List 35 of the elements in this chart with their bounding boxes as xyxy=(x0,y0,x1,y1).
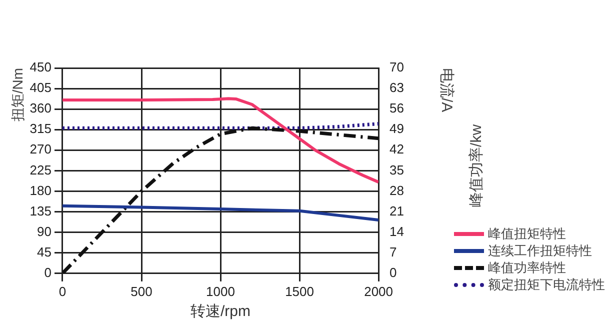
legend-label: 峰值扭矩特性 xyxy=(488,225,566,242)
x-tick-label: 1500 xyxy=(285,284,314,299)
text: 峰值功率/kw xyxy=(468,124,486,207)
y2-tick-label: 7 xyxy=(390,244,397,260)
y2-tick-label: 70 xyxy=(390,60,404,75)
y-tick-label: 315 xyxy=(30,121,52,136)
x-tick-label: 1000 xyxy=(206,284,235,299)
x-tick-label: 500 xyxy=(130,284,152,299)
y2-axis-title: 电流/A xyxy=(438,68,455,112)
y2-tick-label: 63 xyxy=(390,80,404,96)
x-axis-title: 转速/rpm xyxy=(190,303,251,320)
y2-tick-label: 14 xyxy=(390,224,404,239)
y-tick-label: 405 xyxy=(30,80,52,96)
y-tick-label: 135 xyxy=(30,203,52,218)
y-tick-label: 270 xyxy=(30,142,52,157)
y2-tick-label: 28 xyxy=(390,182,404,198)
x-tick-label: 2000 xyxy=(364,284,393,299)
legend-label: 连续工作扭矩特性 xyxy=(488,242,592,259)
y2-tick-label: 49 xyxy=(390,121,404,136)
y-tick-label: 360 xyxy=(30,100,52,116)
y-tick-label: 180 xyxy=(30,182,52,198)
y2-tick-label: 21 xyxy=(390,203,404,218)
legend-label: 额定扭矩下电流特性 xyxy=(488,276,605,293)
y2-tick-label: 42 xyxy=(390,142,404,157)
y-tick-label: 0 xyxy=(44,264,52,280)
legend-label: 峰值功率特性 xyxy=(488,259,566,276)
y-tick-label: 45 xyxy=(37,244,52,260)
y-axis-title: 扭矩/Nm xyxy=(9,68,26,122)
y-tick-label: 90 xyxy=(37,224,52,239)
y2-tick-label: 56 xyxy=(390,100,404,116)
y-tick-label: 450 xyxy=(30,60,52,75)
x-tick-label: 0 xyxy=(58,284,66,299)
y-tick-label: 225 xyxy=(30,162,52,178)
y2-tick-label: 0 xyxy=(390,264,397,280)
y2-tick-label: 35 xyxy=(390,162,404,178)
